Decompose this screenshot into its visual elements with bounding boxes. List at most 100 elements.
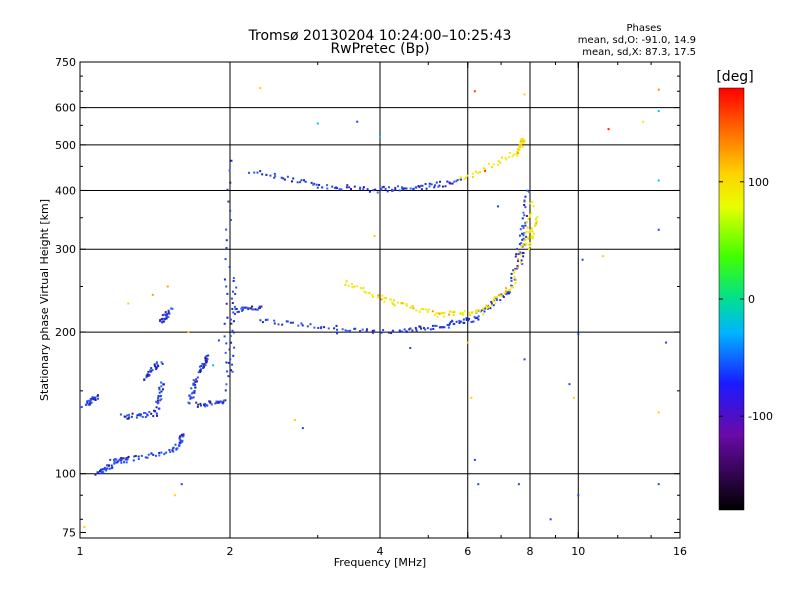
o-mode-point [302,179,305,182]
o-mode-point [159,394,162,397]
x-mode-point [504,157,507,160]
x-mode-point [525,230,528,233]
x-mode-point [425,308,428,311]
o-mode-point [525,235,528,238]
o-mode-point [418,186,421,189]
outlier-point [173,494,176,497]
o-mode-point [96,394,99,397]
o-mode-point [439,180,442,183]
o-mode-point [188,402,191,405]
o-mode-point [149,369,152,372]
chart-title: Tromsø 20130204 10:24:00–10:25:43 [248,28,512,44]
x-mode-point [479,171,482,174]
o-mode-point [192,383,195,386]
o-mode-point [345,186,348,189]
o-mode-point [150,367,153,370]
x-mode-point [488,305,491,308]
o-mode-point [229,335,232,338]
o-mode-point [523,199,526,202]
o-mode-point [201,362,204,365]
o-mode-point [232,311,235,314]
o-mode-point [168,312,171,315]
x-mode-point [507,289,510,292]
o-mode-point [232,320,235,323]
x-mode-point [420,307,423,310]
outlier-point [657,483,660,486]
o-mode-point [522,255,525,258]
o-mode-point [205,360,208,363]
o-mode-point [522,211,525,214]
x-mode-point [384,296,387,299]
x-mode-point [390,298,393,301]
o-mode-point [390,332,393,335]
o-mode-point [521,262,524,265]
x-mode-point [359,287,362,290]
o-mode-point [338,188,341,191]
o-mode-point [388,186,391,189]
o-mode-point [227,361,230,364]
o-mode-point [87,399,90,402]
o-mode-point [507,292,510,295]
o-mode-point [147,453,150,456]
o-mode-point [157,407,160,410]
x-mode-point [516,150,519,153]
o-mode-point [157,401,160,404]
x-mode-point [517,250,520,253]
o-mode-point [120,458,123,461]
x-mode-point [426,310,429,313]
o-mode-point [518,234,521,237]
o-mode-point [158,386,161,389]
x-mode-point [495,295,498,298]
o-mode-point [127,417,130,420]
o-mode-point [455,180,458,183]
o-mode-point [225,239,228,242]
o-mode-point [144,415,147,418]
o-mode-point [192,396,195,399]
o-mode-point [462,321,465,324]
o-mode-point [231,302,234,305]
x-mode-point [482,307,485,310]
x-mode-point [510,286,513,289]
x-mode-point [490,166,493,169]
x-mode-point [485,304,488,307]
o-mode-point [89,400,92,403]
o-mode-point [162,320,165,323]
o-mode-point [208,400,211,403]
o-mode-point [519,251,522,254]
o-mode-point [372,331,375,334]
o-mode-point [433,186,436,189]
o-mode-point [419,184,422,187]
o-mode-point [253,171,256,174]
x-mode-point [532,205,535,208]
o-mode-point [217,401,220,404]
o-mode-point [451,182,454,185]
o-mode-point [190,392,193,395]
o-mode-point [100,472,103,475]
outlier-point [577,494,580,497]
x-mode-point [422,308,425,311]
o-mode-point [362,188,365,191]
o-mode-point [408,328,411,331]
o-mode-point [304,180,307,183]
o-mode-point [269,174,272,177]
o-mode-point [449,182,452,185]
o-mode-point [392,329,395,332]
o-mode-point [446,180,449,183]
o-mode-point [126,417,129,420]
o-mode-point [353,185,356,188]
o-mode-point [441,326,444,329]
o-mode-point [189,396,192,399]
x-mode-point [471,172,474,175]
x-mode-point [468,314,471,317]
x-mode-point [392,303,395,306]
o-mode-point [510,272,513,275]
x-mode-point [505,287,508,290]
x-mode-point [535,220,538,223]
o-mode-point [91,397,94,400]
x-tick-label: 6 [464,545,471,558]
x-mode-point [529,229,532,232]
o-mode-point [194,386,197,389]
o-mode-point [453,322,456,325]
o-mode-point [459,320,462,323]
o-mode-point [301,324,304,327]
